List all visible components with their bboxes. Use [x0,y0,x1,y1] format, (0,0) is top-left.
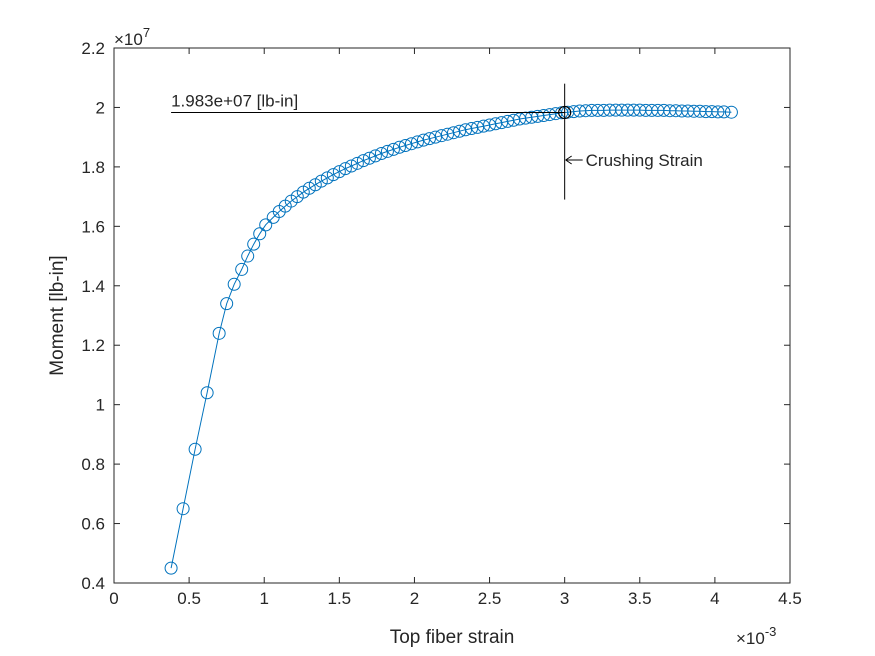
x-axis-label: Top fiber strain [390,627,515,648]
data-point [212,326,226,340]
data-point [235,262,249,276]
y-tick-label: 0.6 [81,515,105,534]
data-point [410,135,424,149]
data-point [176,502,190,516]
data-point [164,561,178,575]
data-point [314,174,328,188]
axes-box [113,47,791,584]
data-point [404,137,418,151]
data-point [724,105,738,119]
data-point [241,249,255,263]
y-tick-label: 1.4 [81,277,105,296]
data-point [380,144,394,158]
x-tick-label: 2.5 [478,589,502,608]
x-tick-label: 3.5 [628,589,652,608]
data-point [362,151,376,165]
data-point [453,124,467,138]
y-axis-multiplier-exponent: 7 [143,25,150,40]
data-point [422,132,436,146]
data-point [428,130,442,144]
data-point [356,154,370,168]
data-point [416,133,430,147]
x-tick-label: 3 [560,589,569,608]
highlight-point [558,105,572,120]
plot-area: 0 0.5 1 1.5 2 2.5 3 3.5 4 4.5 0.4 0.6 0.8 1 1.2 1.4 1.6 1… [47,25,802,648]
y-tick-label: 1.8 [81,158,105,177]
data-point [326,168,340,182]
max-moment-label: 1.983e+07 [lb-in] [171,91,298,110]
data-point [711,105,725,119]
x-tick-label: 0.5 [177,589,201,608]
crushing-arrow-head [565,155,572,165]
data-point [188,442,202,456]
data-point [386,142,400,156]
data-point [338,162,352,176]
x-tick-label: 4.5 [778,589,802,608]
data-point [344,159,358,173]
x-tick-label: 4 [710,589,719,608]
data-point [434,129,448,143]
y-tick-label: 0.8 [81,455,105,474]
y-tick-label: 1 [96,396,105,415]
data-point [350,156,364,170]
x-tick-label: 2 [410,589,419,608]
data-point [398,138,412,152]
data-point [247,237,261,251]
data-point [259,218,273,232]
y-tick-label: 1.6 [81,217,105,236]
data-point [200,386,214,400]
x-tick-label: 0 [109,589,118,608]
y-tick-label: 2.2 [81,39,105,58]
y-tick-label: 2 [96,98,105,117]
data-point [253,227,267,241]
data-point [717,105,731,119]
data-point [320,171,334,185]
data-point [447,126,461,140]
y-tick-label: 1.2 [81,336,105,355]
data-point [374,147,388,161]
data-point [392,140,406,154]
crushing-strain-label: Crushing Strain [586,151,703,170]
x-tick-label: 1.5 [328,589,352,608]
y-axis-label: Moment [lb-in] [47,255,68,375]
data-point [227,277,241,291]
x-axis-multiplier-exponent: -3 [765,624,777,639]
y-tick-label: 0.4 [81,574,105,593]
data-point [440,127,454,141]
x-tick-label: 1 [259,589,268,608]
data-point [332,165,346,179]
data-point [368,149,382,163]
data-point [220,297,234,311]
